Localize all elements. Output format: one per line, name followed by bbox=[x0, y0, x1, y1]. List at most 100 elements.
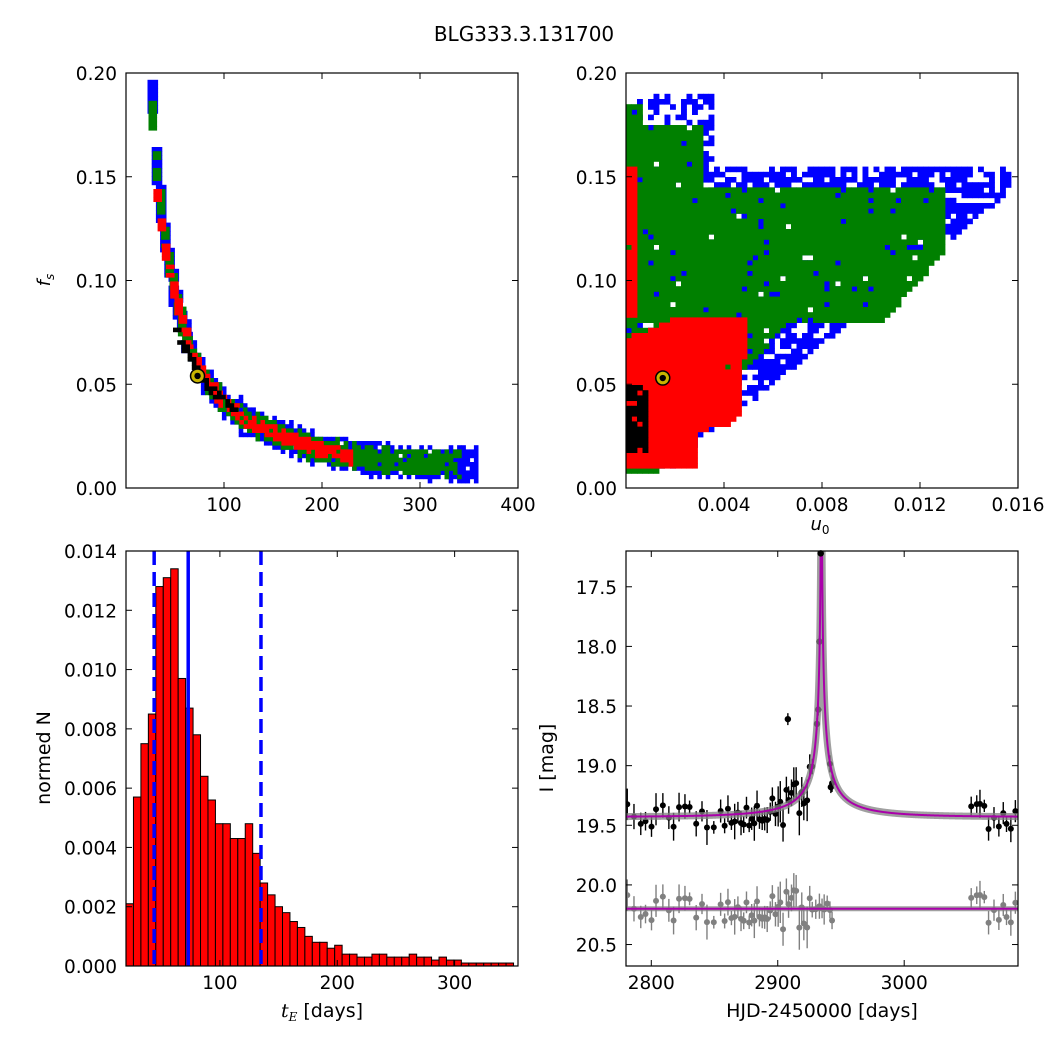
heatmap-cell bbox=[967, 203, 973, 209]
heatmap-cell bbox=[648, 260, 654, 266]
heatmap-cell bbox=[256, 428, 261, 433]
heatmap-cell bbox=[697, 130, 704, 136]
heatmap-cell bbox=[928, 239, 935, 245]
heatmap-cell bbox=[352, 457, 357, 463]
heatmap-cell bbox=[692, 249, 698, 256]
heatmap-cell bbox=[873, 275, 880, 282]
heatmap-cell bbox=[631, 104, 638, 110]
heatmap-cell bbox=[664, 130, 671, 136]
heatmap-cell bbox=[923, 260, 929, 266]
heatmap-cell bbox=[791, 218, 797, 225]
heatmap-cell bbox=[901, 223, 907, 230]
heatmap-cell bbox=[873, 187, 880, 193]
heatmap-cell bbox=[263, 441, 269, 446]
heatmap-cell bbox=[895, 187, 902, 193]
heatmap-cell bbox=[763, 213, 770, 219]
heatmap-cell bbox=[807, 291, 814, 297]
heatmap-cell bbox=[769, 265, 775, 271]
heatmap-cell bbox=[703, 234, 709, 240]
heatmap-cell bbox=[763, 203, 770, 209]
heatmap-cell bbox=[758, 187, 764, 193]
heatmap-cell bbox=[626, 265, 632, 271]
heatmap-cell bbox=[747, 218, 753, 225]
heatmap-cell bbox=[736, 166, 742, 173]
heatmap-cell bbox=[230, 420, 235, 425]
heatmap-cell bbox=[653, 125, 660, 131]
heatmap-cell bbox=[664, 301, 671, 308]
heatmap-cell bbox=[961, 177, 968, 183]
heatmap-cell bbox=[785, 187, 792, 193]
heatmap-cell bbox=[851, 312, 858, 318]
heatmap-cell bbox=[747, 333, 753, 339]
heatmap-cell bbox=[221, 415, 227, 421]
heatmap-cell bbox=[774, 369, 781, 375]
heatmap-cell bbox=[857, 291, 863, 297]
heatmap-cell bbox=[835, 177, 841, 183]
heatmap-cell bbox=[648, 213, 654, 219]
heatmap-cell bbox=[648, 239, 654, 245]
heatmap-cell bbox=[796, 255, 803, 261]
heatmap-cell bbox=[626, 286, 632, 292]
heatmap-cell bbox=[670, 255, 676, 261]
heatmap-cell bbox=[813, 255, 819, 261]
heatmap-cell bbox=[648, 156, 654, 162]
heatmap-cell bbox=[461, 466, 466, 471]
heatmap-cell bbox=[323, 449, 328, 454]
heatmap-cell bbox=[747, 343, 753, 349]
heatmap-cell bbox=[692, 151, 698, 157]
heatmap-cell bbox=[277, 436, 282, 442]
heatmap-cell bbox=[686, 307, 693, 313]
heatmap-cell bbox=[983, 171, 990, 178]
heatmap-cell bbox=[637, 296, 643, 303]
heatmap-cell bbox=[631, 223, 638, 230]
heatmap-cell bbox=[890, 177, 896, 183]
heatmap-cell bbox=[653, 286, 660, 292]
heatmap-cell bbox=[884, 270, 891, 277]
heatmap-cell bbox=[626, 140, 632, 147]
heatmap-cell bbox=[692, 234, 698, 240]
heatmap-cell bbox=[692, 312, 698, 318]
heatmap-cell bbox=[356, 462, 361, 467]
heatmap-cell bbox=[670, 244, 676, 251]
heatmap-cell bbox=[774, 307, 781, 313]
heatmap-cell bbox=[719, 296, 726, 303]
heatmap-cell bbox=[796, 296, 803, 303]
heatmap-cell bbox=[692, 255, 698, 261]
heatmap-cell bbox=[423, 457, 429, 463]
heatmap-cell bbox=[368, 466, 374, 471]
heatmap-cell bbox=[322, 457, 328, 463]
heatmap-cell bbox=[461, 470, 466, 475]
heatmap-cell bbox=[840, 265, 847, 271]
heatmap-cell bbox=[780, 182, 786, 188]
heatmap-cell bbox=[851, 192, 858, 199]
heatmap-cell bbox=[664, 223, 671, 230]
heatmap-cell bbox=[802, 229, 808, 235]
heatmap-cell bbox=[884, 296, 891, 303]
heatmap-cell bbox=[340, 449, 345, 454]
heatmap-cell bbox=[1005, 177, 1012, 183]
y-tick-label: 0.15 bbox=[76, 168, 117, 189]
heatmap-cell bbox=[879, 275, 885, 282]
heatmap-cell bbox=[675, 270, 682, 277]
heatmap-cell bbox=[415, 449, 420, 454]
heatmap-cell bbox=[829, 275, 836, 282]
heatmap-cell bbox=[714, 234, 720, 240]
heatmap-cell bbox=[824, 182, 830, 188]
heatmap-cell bbox=[675, 249, 682, 256]
heatmap-cell bbox=[323, 445, 328, 450]
heatmap-cell bbox=[410, 470, 416, 475]
heatmap-cell bbox=[895, 244, 902, 251]
heatmap-cell bbox=[846, 177, 852, 183]
heatmap-cell bbox=[813, 218, 819, 225]
heatmap-cell bbox=[703, 218, 709, 225]
heatmap-cell bbox=[868, 286, 874, 292]
heatmap-cell bbox=[229, 403, 235, 408]
heatmap-cell bbox=[785, 343, 792, 349]
heatmap-cell bbox=[917, 197, 924, 204]
heatmap-cell bbox=[912, 270, 918, 277]
heatmap-cell bbox=[681, 301, 687, 308]
heatmap-cell bbox=[642, 260, 649, 266]
heatmap-cell bbox=[631, 301, 638, 308]
heatmap-cell bbox=[763, 265, 770, 271]
heatmap-cell bbox=[873, 244, 880, 251]
